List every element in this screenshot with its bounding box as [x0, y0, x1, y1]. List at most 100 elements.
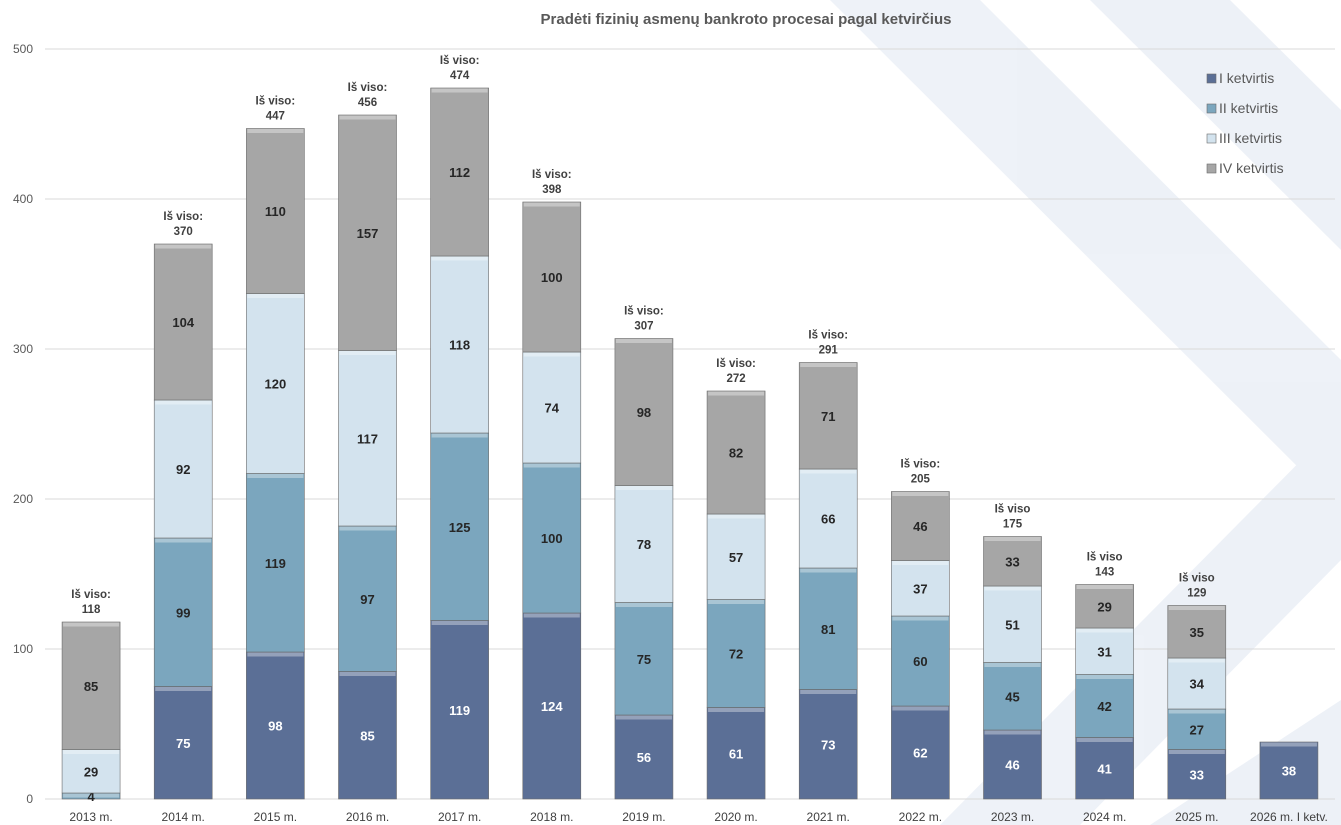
bar-segment	[891, 705, 950, 800]
bar-segment	[338, 350, 397, 527]
segment-label: 100	[541, 531, 563, 546]
segment-label: 119	[265, 556, 286, 571]
total-prefix-label: Iš viso:	[901, 459, 941, 471]
bar-segment	[983, 729, 1042, 800]
segment-label: 57	[729, 550, 743, 565]
bar-segment	[1167, 708, 1227, 750]
bar-segment	[61, 749, 121, 794]
segment-label: 29	[1097, 599, 1111, 614]
bar-bevel	[984, 537, 1041, 541]
segment-label: 85	[360, 728, 374, 743]
legend-swatch	[1206, 73, 1217, 84]
chart-title: Pradėti fizinių asmenų bankroto procesai…	[541, 11, 952, 28]
total-prefix-label: Iš viso:	[808, 330, 848, 342]
segment-label: 92	[176, 462, 190, 477]
bar-bevel	[984, 730, 1041, 735]
bar-bevel	[63, 622, 120, 627]
total-prefix-label: Iš viso	[1179, 573, 1215, 585]
segment-label: 37	[913, 581, 927, 596]
bar-bevel	[892, 492, 949, 496]
bar-bevel	[984, 586, 1041, 591]
segment-label: 51	[1005, 617, 1019, 632]
x-tick-label: 2021 m.	[807, 810, 850, 824]
x-tick-label: 2019 m.	[622, 810, 665, 824]
bar-bevel	[431, 256, 488, 261]
bar-bevel	[1168, 750, 1225, 754]
segment-label: 81	[821, 622, 835, 637]
total-prefix-label: Iš viso	[995, 504, 1031, 516]
bar-segment	[983, 585, 1042, 663]
total-value-label: 143	[1095, 567, 1114, 579]
total-value-label: 370	[174, 226, 193, 238]
total-prefix-label: Iš viso:	[348, 82, 388, 94]
bar-bevel	[1076, 675, 1133, 679]
segment-label: 157	[357, 226, 379, 241]
bar-bevel	[155, 400, 212, 405]
y-tick-label: 200	[13, 492, 33, 506]
bar-segment	[1075, 584, 1134, 629]
segment-label: 71	[821, 409, 835, 424]
segment-label: 120	[265, 377, 287, 392]
segment-label: 110	[265, 204, 286, 219]
y-axis: 0 100 200 300 400 500	[13, 42, 33, 806]
bar-bevel	[984, 663, 1041, 667]
bar-segment	[522, 612, 582, 800]
bar-segment	[61, 621, 121, 750]
total-prefix-label: Iš viso:	[532, 169, 572, 181]
bar-bevel	[1260, 742, 1317, 747]
bar-bevel	[155, 687, 212, 691]
segment-label: 35	[1190, 625, 1204, 640]
bar-segment	[614, 602, 674, 716]
bar-bevel	[1168, 606, 1225, 610]
segment-label: 73	[821, 737, 835, 752]
total-value-label: 474	[450, 70, 470, 82]
segment-label: 46	[1005, 758, 1019, 773]
bar-segment	[891, 615, 950, 707]
bar-bevel	[800, 363, 857, 367]
segment-label: 97	[360, 592, 374, 607]
bar-segment	[153, 243, 213, 401]
segment-label: 117	[357, 431, 378, 446]
bar-bevel	[155, 538, 212, 543]
bar-segment	[1259, 741, 1319, 800]
bar-bevel	[431, 88, 488, 93]
x-tick-label: 2017 m.	[438, 810, 481, 824]
bar-segment	[246, 293, 305, 474]
total-prefix-label: Iš viso:	[440, 55, 480, 67]
x-tick-label: 2014 m.	[162, 810, 205, 824]
bar-bevel	[63, 793, 120, 798]
segment-label: 112	[449, 165, 470, 180]
bar-segment	[1167, 657, 1227, 710]
bar-segment	[614, 485, 674, 603]
total-prefix-label: Iš viso:	[716, 358, 756, 370]
segment-label: 56	[637, 750, 651, 765]
bar-bevel	[431, 621, 488, 625]
bar-segment	[1167, 605, 1227, 659]
bar-bevel	[1076, 738, 1133, 742]
bar-bevel	[523, 202, 580, 207]
total-value-label: 129	[1187, 588, 1206, 600]
bar-segment	[706, 390, 766, 515]
total-prefix-label: Iš viso	[1087, 552, 1123, 564]
bar-bevel	[800, 690, 857, 694]
x-tick-label: 2016 m.	[346, 810, 389, 824]
total-value-label: 447	[266, 111, 285, 123]
bar-bevel	[1076, 585, 1133, 589]
segment-label: 60	[913, 654, 927, 669]
legend-swatch	[1206, 103, 1217, 114]
legend-label: II ketvirtis	[1219, 100, 1278, 116]
total-value-label: 205	[911, 474, 931, 486]
bar-bevel	[1168, 709, 1225, 714]
legend: I ketvirtis II ketvirtis III ketvirtis IV k…	[1206, 70, 1284, 176]
total-prefix-label: Iš viso:	[256, 96, 296, 108]
x-tick-label: 2015 m.	[254, 810, 297, 824]
x-tick-label: 2023 m.	[991, 810, 1034, 824]
bar-segment	[1075, 737, 1134, 800]
segment-label: 33	[1190, 767, 1204, 782]
segment-label: 118	[449, 338, 470, 353]
bar-segment	[891, 560, 950, 617]
bar-segment	[338, 525, 397, 672]
bar-segment	[983, 662, 1042, 731]
segment-label: 82	[729, 446, 743, 461]
bar-bevel	[339, 672, 396, 676]
